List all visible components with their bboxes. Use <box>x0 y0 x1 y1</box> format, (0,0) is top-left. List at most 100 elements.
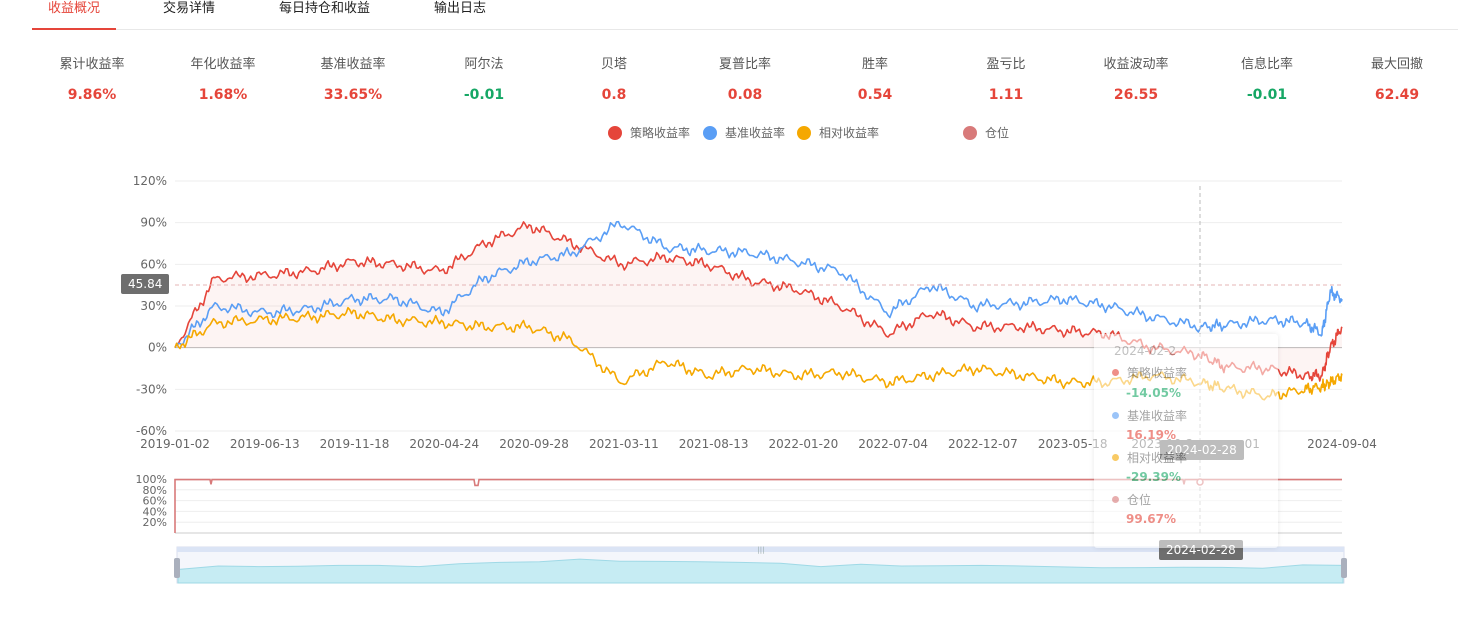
legend-dot-icon <box>797 126 811 140</box>
zoom-slider-top-bar <box>177 547 1344 552</box>
x-tick-label: 2019-01-02 <box>140 437 210 451</box>
metric-benchmark-return: 基准收益率 33.65% <box>293 56 413 104</box>
metric-value: 0.54 <box>857 87 893 103</box>
chart-tooltip: 2024-02-2 策略收益率 -14.05% 基准收益率 16.19% 相对收… <box>1094 334 1278 548</box>
x-tick-label: 2023-05-18 <box>1038 437 1108 451</box>
metric-value: 33.65% <box>323 87 383 103</box>
tooltip-series-name: 策略收益率 <box>1127 366 1188 380</box>
legend-benchmark-return[interactable]: 基准收益率 <box>703 124 785 142</box>
series-dot-icon <box>1112 496 1119 503</box>
x-tick-label: 2020-04-24 <box>409 437 479 451</box>
y-tick-label: 120% <box>133 174 167 188</box>
zoom-slider-grip-icon[interactable]: ||| <box>757 546 764 554</box>
metric-value: 9.86% <box>67 87 117 103</box>
metric-max-drawdown: 最大回撤 62.49 <box>1337 56 1457 104</box>
tab-bar: 收益概况 交易详情 每日持仓和收益 输出日志 <box>31 0 1458 30</box>
tooltip-series-name: 基准收益率 <box>1127 409 1188 423</box>
x-tick-label: 2021-03-11 <box>589 437 659 451</box>
zoom-slider-right-handle[interactable] <box>1341 558 1347 578</box>
y-tick-label: 60% <box>143 495 167 508</box>
tooltip-date: 2024-02-2 <box>1114 344 1177 358</box>
tooltip-value-relative: -29.39% <box>1126 470 1181 484</box>
zoom-slider-preview <box>177 558 1344 584</box>
legend-label: 相对收益率 <box>819 126 880 140</box>
y-tick-label: 80% <box>143 484 167 497</box>
tooltip-value-position: 99.67% <box>1126 512 1176 526</box>
metric-label: 最大回撤 <box>1370 57 1423 72</box>
legend-label: 基准收益率 <box>725 126 786 140</box>
y-tick-label: -60% <box>136 424 167 438</box>
legend-label: 策略收益率 <box>630 126 691 140</box>
x-tick-label: 2019-06-13 <box>230 437 300 451</box>
metric-value: 1.68% <box>198 87 248 103</box>
metric-label: 收益波动率 <box>1103 57 1169 72</box>
metric-sharpe: 夏普比率 0.08 <box>685 56 805 104</box>
tooltip-row-position: 仓位 <box>1112 491 1151 508</box>
metric-label: 盈亏比 <box>986 57 1026 72</box>
metric-annual-return: 年化收益率 1.68% <box>163 56 283 104</box>
metric-value: 0.8 <box>601 87 627 103</box>
y-tick-label: 40% <box>143 505 167 518</box>
series-dot-icon <box>1112 412 1119 419</box>
y-tick-label: 90% <box>140 216 167 230</box>
x-tick-label: 2019-11-18 <box>320 437 390 451</box>
y-tick-label: 20% <box>143 516 167 529</box>
x-tick-label: 2022-01-20 <box>769 437 839 451</box>
legend-relative-return[interactable]: 相对收益率 <box>797 124 879 142</box>
tab-trade-details[interactable]: 交易详情 <box>163 1 216 16</box>
legend-strategy-return[interactable]: 策略收益率 <box>608 124 690 142</box>
metric-value: 26.55 <box>1113 87 1159 103</box>
tooltip-value-benchmark: 16.19% <box>1126 428 1176 442</box>
metric-information-ratio: 信息比率 -0.01 <box>1207 56 1327 104</box>
y-tick-label: 60% <box>140 257 167 271</box>
zoom-slider-left-handle[interactable] <box>174 558 180 578</box>
main-y-axis: 120% 90% 60% 30% 0% -30% -60% <box>133 174 167 438</box>
metric-label: 信息比率 <box>1240 57 1293 72</box>
tooltip-row-strategy: 策略收益率 <box>1112 364 1187 381</box>
legend-label: 仓位 <box>985 126 1010 140</box>
metric-value: -0.01 <box>1246 87 1288 103</box>
metric-win-rate: 胜率 0.54 <box>815 56 935 104</box>
legend-dot-icon <box>963 126 977 140</box>
position-y-axis: 100%80%60%40%20% <box>136 473 167 529</box>
series-line <box>174 220 1343 349</box>
metric-value: 0.08 <box>727 87 763 103</box>
y-tick-label: -30% <box>136 382 167 396</box>
y-tick-label: 100% <box>136 473 167 486</box>
metric-value: 62.49 <box>1374 87 1420 103</box>
series-area-fill <box>175 221 1342 381</box>
metric-label: 胜率 <box>861 57 888 72</box>
x-tick-label: 2020-09-28 <box>499 437 569 451</box>
metric-label: 贝塔 <box>600 57 627 72</box>
x-tick-label: 2022-07-04 <box>858 437 928 451</box>
crosshair-y-label: 45.84 <box>121 274 170 294</box>
tooltip-series-name: 相对收益率 <box>1127 451 1188 465</box>
metric-label: 基准收益率 <box>320 57 386 72</box>
metric-value: 1.11 <box>988 87 1024 103</box>
metric-volatility: 收益波动率 26.55 <box>1076 56 1196 104</box>
metric-label: 夏普比率 <box>718 57 771 72</box>
metric-label: 阿尔法 <box>464 57 504 72</box>
tab-output-log[interactable]: 输出日志 <box>434 1 487 16</box>
legend-dot-icon <box>703 126 717 140</box>
y-tick-label: 30% <box>140 299 167 313</box>
series-dot-icon <box>1112 454 1119 461</box>
x-tick-label: 2022-12-07 <box>948 437 1018 451</box>
metric-alpha: 阿尔法 -0.01 <box>424 56 544 104</box>
metric-value: -0.01 <box>463 87 505 103</box>
x-tick-label: 2021-08-13 <box>679 437 749 451</box>
metric-cumulative-return: 累计收益率 9.86% <box>32 56 152 104</box>
legend-position[interactable]: 仓位 <box>963 124 1009 142</box>
metric-label: 累计收益率 <box>59 57 125 72</box>
tab-overview[interactable]: 收益概况 <box>31 0 117 30</box>
tab-daily-positions[interactable]: 每日持仓和收益 <box>279 1 371 16</box>
x-tick-label: 2024-09-04 <box>1307 437 1377 451</box>
legend-dot-icon <box>608 126 622 140</box>
metric-label: 年化收益率 <box>190 57 256 72</box>
metric-profit-loss-ratio: 盈亏比 1.11 <box>946 56 1066 104</box>
tooltip-row-relative: 相对收益率 <box>1112 449 1187 466</box>
tooltip-row-benchmark: 基准收益率 <box>1112 407 1187 424</box>
y-tick-label: 0% <box>148 341 167 355</box>
metric-beta: 贝塔 0.8 <box>554 56 674 104</box>
series-dot-icon <box>1112 369 1119 376</box>
